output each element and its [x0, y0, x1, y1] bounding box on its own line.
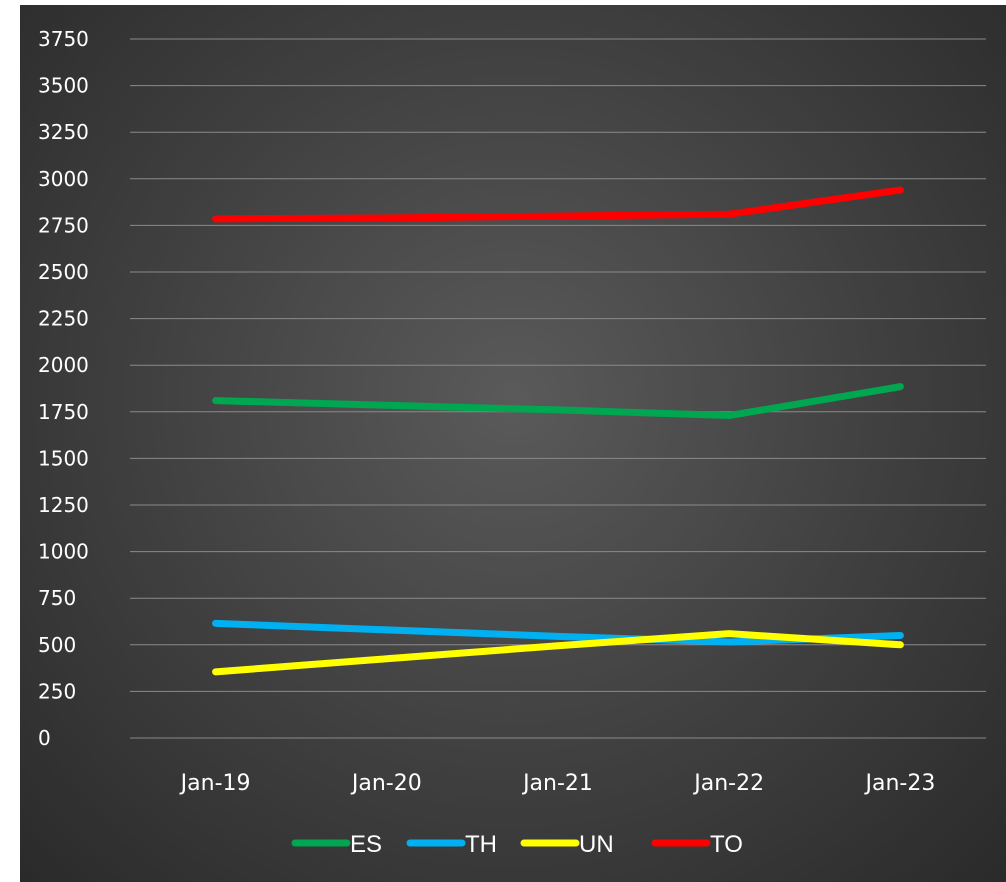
y-tick-label: 3000 — [38, 167, 89, 191]
x-tick-label: Jan-20 — [350, 771, 422, 796]
y-tick-label: 500 — [38, 633, 76, 657]
y-tick-label: 3250 — [38, 120, 89, 144]
y-tick-label: 3750 — [38, 27, 89, 51]
legend-label-th: TH — [465, 831, 497, 858]
y-tick-label: 250 — [38, 679, 76, 703]
series-lines — [212, 186, 904, 676]
y-tick-label: 750 — [38, 586, 76, 610]
legend-label-un: UN — [579, 831, 614, 858]
y-tick-label: 2000 — [38, 353, 89, 377]
x-tick-label: Jan-22 — [692, 771, 764, 796]
legend: ES TH UN TO — [291, 831, 743, 858]
y-tick-label: 3500 — [38, 74, 89, 98]
y-tick-label: 1000 — [38, 540, 89, 564]
x-axis-ticks: Jan-19 Jan-20 Jan-21 Jan-22 Jan-23 — [179, 771, 936, 796]
x-tick-label: Jan-23 — [863, 771, 935, 796]
series-line-es — [212, 383, 904, 420]
y-tick-label: 0 — [38, 726, 51, 750]
y-tick-label: 2500 — [38, 260, 89, 284]
y-tick-label: 1250 — [38, 493, 89, 517]
y-tick-label: 2250 — [38, 307, 89, 331]
y-tick-label: 1500 — [38, 446, 89, 470]
series-line-to — [212, 186, 904, 223]
y-tick-label: 2750 — [38, 213, 89, 237]
gridlines — [130, 38, 986, 739]
x-tick-label: Jan-21 — [521, 771, 593, 796]
x-tick-label: Jan-19 — [179, 771, 251, 796]
y-axis-ticks: 0 250 500 750 1000 1250 1500 1750 2000 2250 2500 27… — [38, 27, 89, 750]
chart-area — [20, 5, 1006, 882]
legend-label-es: ES — [350, 831, 382, 858]
y-tick-label: 1750 — [38, 400, 89, 424]
legend-label-to: TO — [710, 831, 743, 858]
